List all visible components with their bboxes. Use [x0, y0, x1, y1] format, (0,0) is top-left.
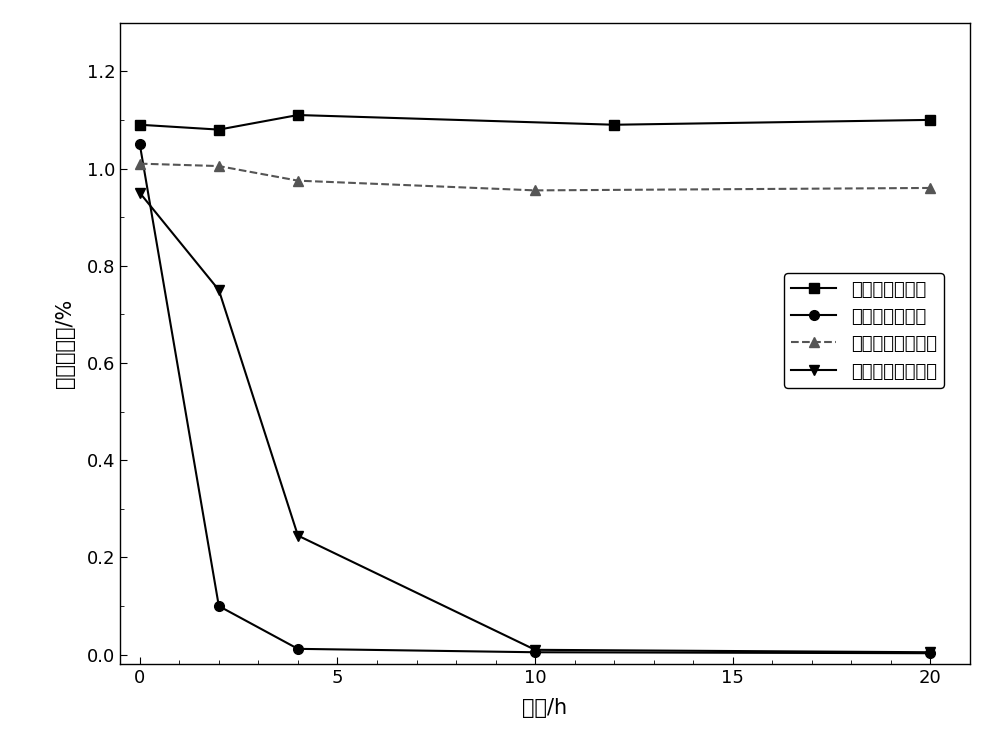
X-axis label: 时间/h: 时间/h	[522, 698, 568, 718]
游离体系空白组	[213, 125, 225, 134]
固定化体系空白组	[292, 176, 304, 185]
游离体系实验组	[924, 649, 936, 658]
游离体系实验组	[213, 602, 225, 611]
固定化体系实验组	[292, 531, 304, 540]
游离体系空白组	[292, 110, 304, 119]
固定化体系实验组	[134, 188, 146, 197]
Legend: 游离体系空白组, 游离体系实验组, 固定化体系空白组, 固定化体系实验组: 游离体系空白组, 游离体系实验组, 固定化体系空白组, 固定化体系实验组	[784, 273, 944, 388]
固定化体系空白组	[213, 162, 225, 171]
固定化体系实验组	[924, 648, 936, 657]
Y-axis label: 苯酚残留率/%: 苯酚残留率/%	[55, 299, 75, 388]
游离体系空白组	[134, 120, 146, 129]
Line: 固定化体系实验组: 固定化体系实验组	[135, 188, 935, 657]
固定化体系实验组	[213, 285, 225, 294]
游离体系实验组	[529, 648, 541, 657]
固定化体系实验组	[529, 646, 541, 655]
固定化体系空白组	[529, 186, 541, 195]
游离体系空白组	[924, 116, 936, 125]
游离体系实验组	[292, 644, 304, 653]
游离体系实验组	[134, 140, 146, 149]
固定化体系空白组	[134, 159, 146, 168]
Line: 固定化体系空白组: 固定化体系空白组	[135, 159, 935, 196]
游离体系空白组	[608, 120, 620, 129]
Line: 游离体系实验组: 游离体系实验组	[135, 140, 935, 658]
固定化体系空白组	[924, 183, 936, 193]
Line: 游离体系空白组: 游离体系空白组	[135, 110, 935, 134]
